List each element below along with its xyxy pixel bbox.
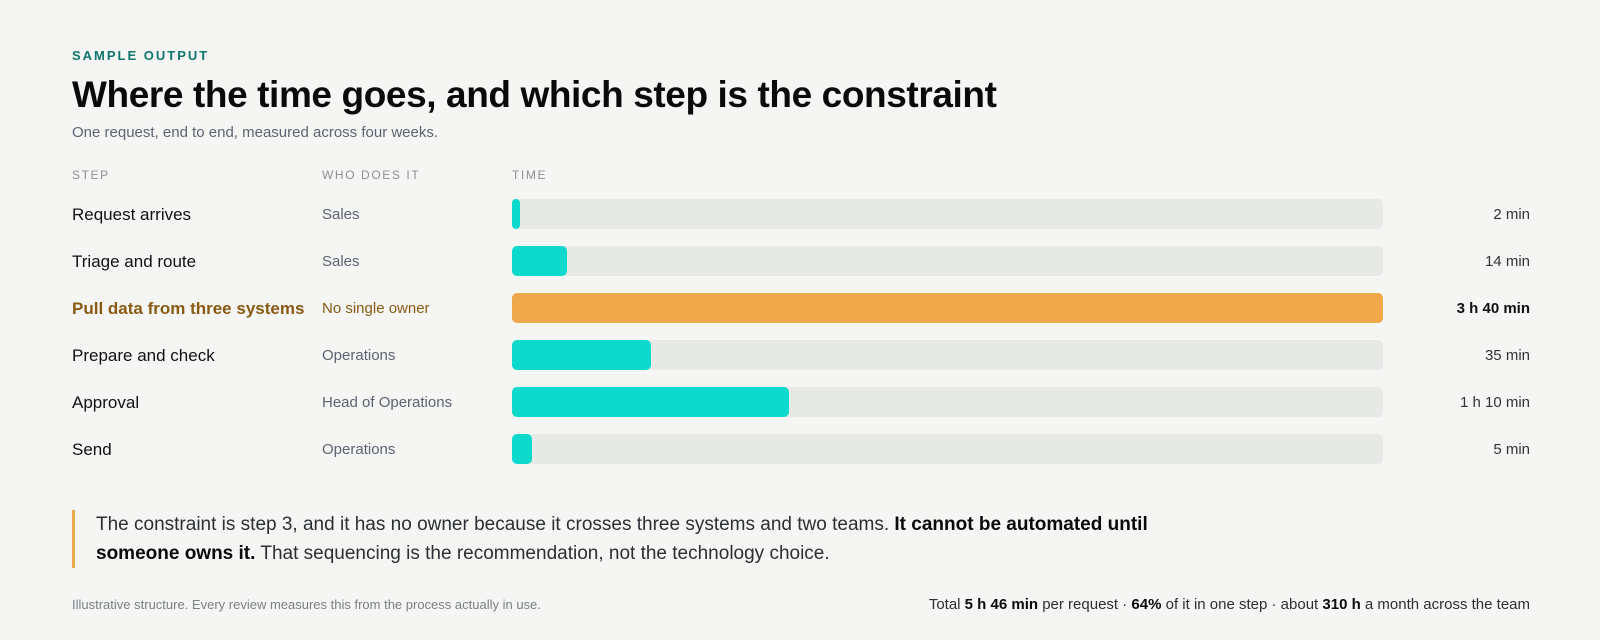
time-label: 3 h 40 min: [1456, 300, 1530, 317]
bar: [512, 199, 520, 229]
column-header-time: TIME: [512, 168, 548, 182]
totals-mid-1: per request ·: [1038, 596, 1132, 613]
bar: [512, 387, 790, 417]
time-label: 14 min: [1484, 253, 1530, 270]
step-label: Triage and route: [72, 252, 197, 271]
step-label: Send: [72, 440, 112, 459]
step-label: Approval: [72, 393, 140, 412]
callout-text-end: That sequencing is the recommendation, n…: [255, 543, 830, 564]
chart-title: Where the time goes, and which step is t…: [72, 74, 997, 115]
constraint-callout: The constraint is step 3, and it has no …: [72, 510, 1172, 568]
owner-label: Head of Operations: [322, 394, 453, 411]
page: SAMPLE OUTPUT Where the time goes, and w…: [72, 0, 1530, 640]
table-row: Send Operations 5 min: [72, 434, 1530, 464]
bar: [512, 293, 1383, 323]
owner-label: No single owner: [322, 300, 430, 317]
bar: [512, 434, 532, 464]
bar-track: [512, 293, 1383, 323]
eyebrow-label: SAMPLE OUTPUT: [72, 48, 210, 63]
totals-mid-2: of it in one step · about: [1161, 596, 1323, 613]
time-label: 35 min: [1484, 347, 1530, 364]
step-label: Prepare and check: [72, 346, 215, 365]
owner-label: Sales: [322, 253, 360, 270]
total-time: 5 h 46 min: [964, 596, 1039, 613]
time-label: 1 h 10 min: [1459, 394, 1530, 411]
bar: [512, 340, 651, 370]
step-label: Request arrives: [72, 205, 192, 224]
time-label: 2 min: [1493, 206, 1530, 223]
callout-text-start: The constraint is step 3, and it has no …: [96, 514, 895, 535]
footnote: Illustrative structure. Every review mea…: [72, 597, 541, 612]
owner-label: Operations: [322, 441, 396, 458]
callout-emphasis: It cannot be automated until someone own…: [96, 514, 1148, 564]
bar-track: [512, 387, 1383, 417]
totals-suffix: a month across the team: [1360, 596, 1530, 613]
bar-track: [512, 199, 1383, 229]
chart-subtitle: One request, end to end, measured across…: [72, 124, 439, 141]
owner-label: Sales: [322, 206, 360, 223]
table-row: Pull data from three systems No single ow…: [72, 293, 1530, 323]
constraint-share: 64%: [1131, 596, 1162, 613]
totals-prefix: Total: [928, 596, 965, 613]
step-label: Pull data from three systems: [72, 299, 305, 318]
monthly-hours: 310 h: [1322, 596, 1361, 613]
table-row: Triage and route Sales 14 min: [72, 246, 1530, 276]
column-header-step: STEP: [72, 168, 110, 182]
table-row: Prepare and check Operations 35 min: [72, 340, 1530, 370]
totals-summary: Total 5 h 46 min per request · 64% of it…: [929, 596, 1530, 613]
column-header-who: WHO DOES IT: [322, 168, 421, 182]
bar-track: [512, 434, 1383, 464]
bar-track: [512, 246, 1383, 276]
table-row: Approval Head of Operations 1 h 10 min: [72, 387, 1530, 417]
bar-track: [512, 340, 1383, 370]
owner-label: Operations: [322, 347, 396, 364]
time-label: 5 min: [1493, 441, 1530, 458]
bar: [512, 246, 568, 276]
table-row: Request arrives Sales 2 min: [72, 199, 1530, 229]
